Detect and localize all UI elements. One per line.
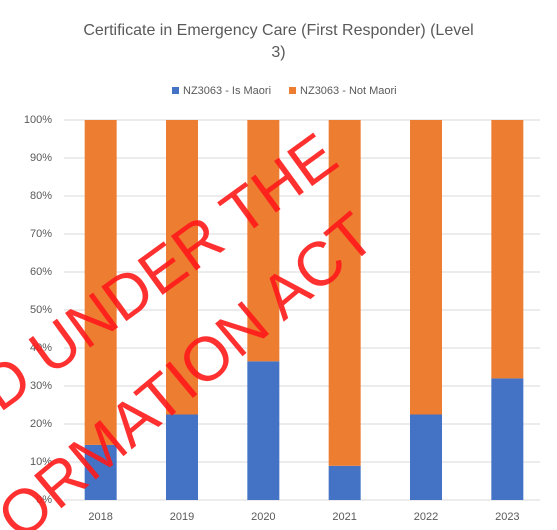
- bar-segment: [247, 120, 280, 362]
- legend-swatch: [289, 87, 297, 94]
- bar-segment: [410, 414, 442, 500]
- y-tick-label: 20%: [30, 418, 52, 430]
- y-tick-label: 0%: [36, 494, 52, 506]
- x-tick-label: 2020: [251, 511, 275, 523]
- y-tick-label: 60%: [30, 266, 52, 278]
- bar-segment: [166, 414, 198, 500]
- x-tick-label: 2019: [170, 511, 194, 523]
- y-tick-label: 10%: [30, 456, 52, 468]
- bar-segment: [328, 120, 361, 466]
- x-tick-label: 2022: [414, 511, 438, 523]
- bar-segment: [84, 120, 117, 445]
- bar-segment: [491, 120, 524, 379]
- bar-segment: [166, 120, 198, 415]
- bar-segment: [247, 361, 280, 500]
- bar-segment: [84, 444, 117, 500]
- y-tick-label: 90%: [30, 152, 52, 164]
- legend-swatch: [172, 87, 179, 94]
- bar-segment: [491, 378, 524, 500]
- y-tick-label: 80%: [30, 190, 52, 202]
- y-tick-label: 50%: [30, 304, 52, 316]
- y-tick-label: 40%: [30, 342, 52, 354]
- legend-label: NZ3063 - Not Maori: [300, 85, 397, 97]
- y-tick-label: 30%: [30, 380, 52, 392]
- chart-title: Certificate in Emergency Care (First Res…: [83, 22, 474, 61]
- bar-segment: [410, 120, 442, 415]
- y-tick-label: 70%: [30, 228, 52, 240]
- x-tick-label: 2018: [88, 511, 112, 523]
- bar-segment: [328, 465, 361, 500]
- legend-label: NZ3063 - Is Maori: [183, 85, 271, 97]
- x-tick-label: 2021: [332, 511, 356, 523]
- y-tick-label: 100%: [24, 114, 52, 126]
- x-tick-label: 2023: [495, 511, 519, 523]
